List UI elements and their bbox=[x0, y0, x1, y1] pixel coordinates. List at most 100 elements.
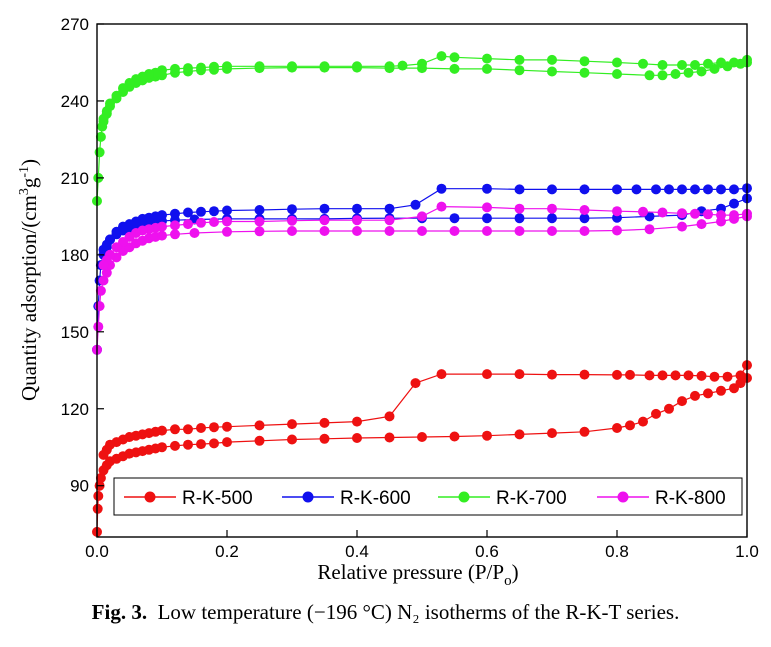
data-point bbox=[384, 411, 395, 422]
data-point bbox=[436, 369, 447, 380]
data-point bbox=[514, 429, 525, 440]
data-point bbox=[729, 198, 739, 209]
data-point bbox=[170, 220, 180, 231]
x-tick-label: 0.0 bbox=[85, 542, 109, 561]
series-R-K-800 bbox=[92, 201, 752, 355]
data-point bbox=[384, 61, 395, 72]
data-point bbox=[287, 419, 297, 430]
data-point bbox=[514, 369, 525, 380]
data-point bbox=[209, 422, 219, 433]
data-point bbox=[514, 54, 525, 65]
data-point bbox=[209, 217, 219, 227]
data-point bbox=[189, 228, 200, 238]
data-point bbox=[111, 242, 122, 253]
data-point bbox=[482, 213, 492, 224]
data-point bbox=[287, 215, 297, 226]
data-point bbox=[397, 60, 408, 71]
data-point bbox=[98, 113, 109, 124]
data-point bbox=[209, 438, 219, 449]
data-point bbox=[449, 63, 460, 74]
y-tick-label: 240 bbox=[61, 92, 89, 111]
data-point bbox=[196, 439, 206, 450]
data-point bbox=[449, 431, 460, 442]
data-point bbox=[196, 423, 206, 433]
data-point bbox=[664, 403, 674, 414]
data-point bbox=[638, 416, 648, 427]
data-point bbox=[417, 226, 427, 236]
data-point bbox=[696, 66, 707, 77]
data-point bbox=[183, 219, 193, 230]
data-point bbox=[482, 202, 492, 213]
data-point bbox=[170, 208, 180, 219]
data-point bbox=[716, 385, 726, 396]
x-tick-label: 0.2 bbox=[215, 542, 239, 561]
data-point bbox=[482, 430, 492, 441]
data-point bbox=[95, 131, 106, 142]
data-point bbox=[716, 184, 726, 195]
data-point bbox=[482, 226, 492, 236]
data-point bbox=[677, 221, 687, 232]
data-point bbox=[612, 184, 622, 195]
data-point bbox=[657, 60, 668, 70]
legend-label: R-K-800 bbox=[655, 488, 726, 509]
data-point bbox=[254, 205, 265, 215]
data-point bbox=[287, 204, 297, 215]
data-point bbox=[612, 225, 622, 236]
data-point bbox=[101, 267, 112, 278]
data-point bbox=[157, 442, 167, 453]
data-point bbox=[93, 491, 104, 501]
data-point bbox=[287, 61, 297, 72]
data-point bbox=[222, 216, 232, 227]
data-point bbox=[547, 203, 557, 214]
data-point bbox=[677, 396, 687, 407]
data-point bbox=[703, 388, 713, 399]
data-point bbox=[95, 285, 106, 296]
series-R-K-700 bbox=[92, 51, 752, 206]
legend-marker bbox=[302, 491, 314, 503]
data-point bbox=[703, 184, 713, 195]
data-point bbox=[183, 439, 193, 450]
data-point bbox=[98, 275, 109, 286]
data-point bbox=[105, 98, 115, 109]
data-point bbox=[111, 90, 122, 101]
data-point bbox=[384, 203, 395, 214]
data-point bbox=[222, 61, 232, 72]
data-point bbox=[482, 63, 492, 74]
legend-label: R-K-700 bbox=[496, 488, 567, 509]
x-tick-label: 1.0 bbox=[735, 542, 759, 561]
data-point bbox=[436, 183, 447, 194]
data-point bbox=[579, 369, 590, 380]
data-point bbox=[579, 226, 590, 236]
data-point bbox=[670, 69, 681, 79]
data-point bbox=[384, 432, 395, 443]
data-point bbox=[417, 211, 427, 222]
data-point bbox=[657, 207, 668, 218]
figure-label: Fig. 3. bbox=[91, 600, 148, 624]
data-point bbox=[222, 226, 232, 237]
data-point bbox=[547, 213, 557, 224]
data-point bbox=[547, 428, 557, 439]
data-point bbox=[729, 184, 739, 195]
data-point bbox=[690, 60, 700, 70]
data-point bbox=[735, 370, 746, 381]
data-point bbox=[579, 56, 590, 67]
data-point bbox=[170, 424, 180, 435]
data-point bbox=[683, 370, 694, 381]
data-point bbox=[677, 184, 687, 195]
legend-marker bbox=[458, 491, 470, 503]
data-point bbox=[319, 433, 330, 444]
data-point bbox=[222, 205, 232, 216]
data-point bbox=[118, 83, 128, 94]
data-point bbox=[547, 184, 557, 195]
series-R-K-600 bbox=[92, 183, 752, 355]
data-point bbox=[579, 426, 590, 437]
y-tick-label: 150 bbox=[61, 323, 89, 342]
series-layer bbox=[92, 51, 752, 537]
data-point bbox=[547, 226, 557, 236]
data-point bbox=[625, 369, 635, 380]
data-point bbox=[683, 67, 694, 78]
data-point bbox=[514, 226, 525, 236]
data-point bbox=[101, 106, 112, 117]
data-point bbox=[449, 226, 460, 236]
data-point bbox=[319, 203, 330, 214]
